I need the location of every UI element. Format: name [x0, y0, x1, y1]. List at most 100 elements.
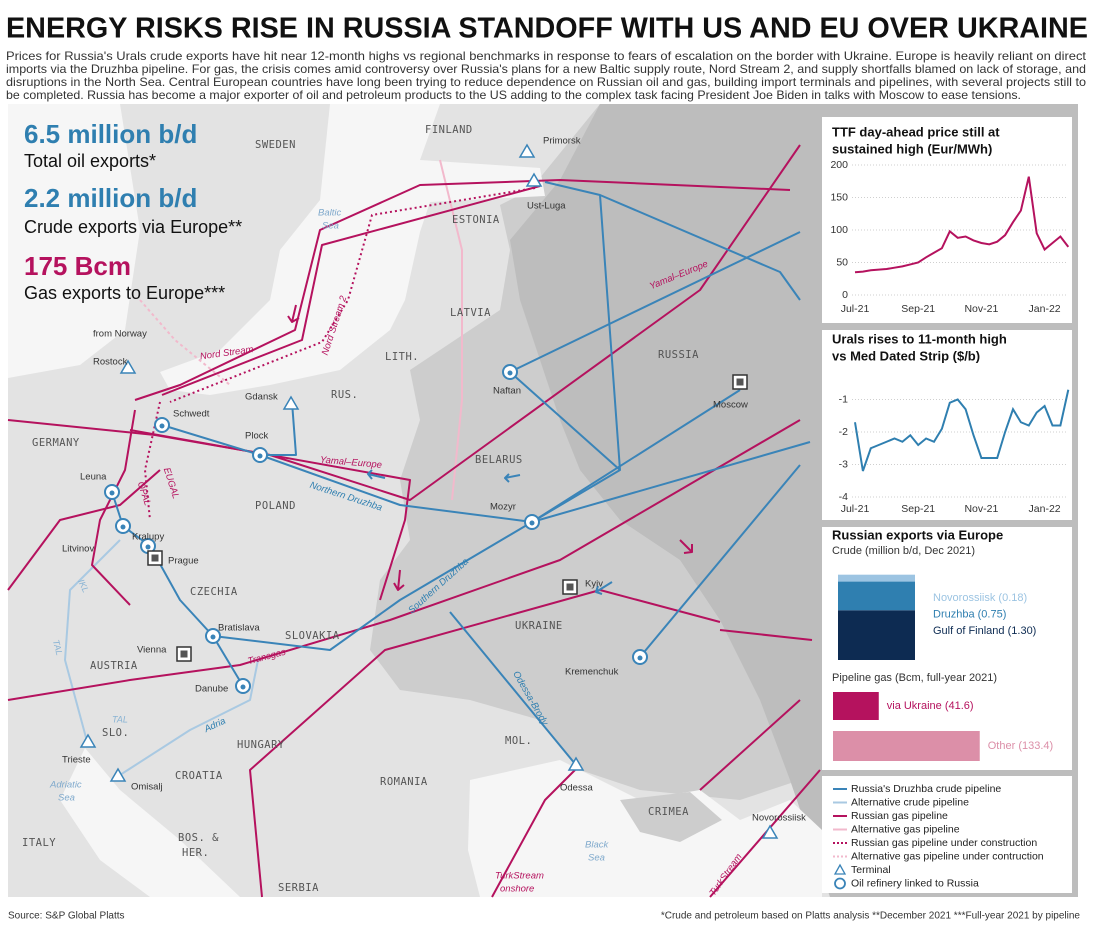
panel [822, 330, 1072, 520]
map-label: CZECHIA [190, 586, 238, 598]
legend-label: Oil refinery linked to Russia [851, 877, 979, 889]
terminal-icon [79, 733, 97, 748]
map-label: Yamal–Europe [320, 455, 383, 471]
series-name: Druzhba [933, 608, 975, 620]
map-label: Sea [58, 793, 75, 804]
map-label: RUSSIA [658, 349, 699, 361]
map-label: LATVIA [450, 307, 491, 319]
refinery-drop [257, 453, 263, 459]
land-crimea [620, 792, 722, 842]
flow-arrow [287, 304, 693, 591]
map-label: UKRAINE [515, 620, 563, 632]
bar-label: Other (133.4) [988, 740, 1053, 752]
map-label: Litvinov [62, 544, 94, 555]
map-label: Kremenchuk [565, 667, 619, 678]
legend-label: Russian gas pipeline [851, 810, 948, 822]
pipeline [439, 159, 463, 501]
notes: *Crude and petroleum based on Platts ana… [661, 911, 1081, 922]
subtitle-line: be completed. Russia has become a major … [6, 88, 1021, 102]
legend-label: Russian gas pipeline under construction [851, 837, 1037, 849]
pipeline [491, 629, 821, 898]
map-label: Naftan [493, 386, 521, 397]
map-label: AUSTRIA [90, 660, 138, 672]
bar-segment [838, 610, 915, 660]
map-icons [79, 143, 779, 839]
refinery-drop [159, 423, 165, 429]
pipeline [544, 181, 801, 301]
map-label: LITH. [385, 351, 419, 363]
sea [160, 104, 545, 395]
capital-dot [566, 583, 574, 591]
terminal-icon [119, 359, 137, 374]
pipeline [119, 659, 259, 776]
pipeline [7, 144, 801, 501]
x-tick-label: Sep-21 [901, 303, 935, 315]
map-label: Ust-Luga [527, 201, 566, 212]
map-label: Trieste [62, 755, 91, 766]
map-label: Plock [245, 431, 268, 442]
capital-dot [180, 650, 188, 658]
refinery-drop [145, 544, 151, 550]
y-tick-label: -3 [839, 458, 848, 470]
y-tick-label: 0 [842, 289, 848, 301]
x-tick-label: Nov-21 [964, 303, 998, 315]
map-label: ROMANIA [380, 776, 428, 788]
stat-value: 2.2 million b/d [24, 183, 197, 213]
legend: Russia's Druzhba crude pipelineAlternati… [833, 783, 1044, 890]
map-label: from Norway [93, 329, 147, 340]
terminal-icon [761, 824, 779, 839]
legend-label: Alternative gas pipeline [851, 823, 960, 835]
flow-arrow [367, 469, 613, 595]
y-tick-label: 100 [830, 224, 848, 236]
y-tick-label: -4 [839, 491, 848, 503]
map-label: GERMANY [32, 437, 80, 449]
chart-title: TTF day-ahead price still at [832, 124, 1000, 139]
legend-label: Russia's Druzhba crude pipeline [851, 783, 1001, 795]
stat-label: Crude exports via Europe** [24, 217, 242, 237]
x-tick-label: Jul-21 [841, 303, 870, 315]
pipeline [7, 469, 161, 591]
y-tick-label: 50 [836, 256, 848, 268]
subtitle-line: Prices for Russia's Urals crude exports … [6, 49, 1087, 63]
map-label: SLOVAKIA [285, 630, 340, 642]
map-label: ITALY [22, 837, 56, 849]
map-label: Odessa [560, 783, 593, 794]
map-label: Vienna [137, 645, 167, 656]
legend-label: Druzhba (0.75) [933, 608, 1006, 620]
terminal-icon [282, 395, 300, 410]
value-label: (0.75) [978, 608, 1007, 620]
map-label: Primorsk [543, 136, 581, 147]
map-label: Danube [195, 684, 228, 695]
subtitle-line: imports via the Druzhba pipeline. For ga… [6, 62, 1086, 76]
refinery-drop [109, 490, 115, 496]
map-label: MOL. [505, 735, 532, 747]
bar [833, 692, 879, 720]
value-label: (0.18) [998, 592, 1027, 604]
map-label: onshore [500, 884, 534, 895]
map-label: CROATIA [175, 770, 223, 782]
terminal-icon [109, 767, 127, 782]
capital-dot [151, 554, 159, 562]
refinery-drop [507, 370, 513, 376]
map-label: Omisalj [131, 782, 163, 793]
value-label: (41.6) [945, 700, 974, 712]
subtitle-line: disruptions in the North Sea. Central Eu… [6, 75, 1086, 89]
legend-label: Alternative crude pipeline [851, 796, 969, 808]
map-label: CRIMEA [648, 806, 689, 818]
map-label: Rostock [93, 357, 128, 368]
pipeline [212, 389, 801, 766]
stat-label: Gas exports to Europe*** [24, 283, 225, 303]
pipeline [91, 409, 136, 606]
map-label: TAL [112, 714, 128, 724]
map-label: ESTONIA [452, 214, 500, 226]
refinery-drop [210, 634, 216, 640]
map-label: Sea [588, 853, 605, 864]
chart-subtitle: Crude (million b/d, Dec 2021) [832, 545, 975, 557]
map-label: HUNGARY [237, 739, 285, 751]
pipeline [134, 179, 791, 401]
category-name: Other [988, 740, 1016, 752]
map-label: Kralupy [132, 532, 164, 543]
series-name: Gulf of Finland [933, 625, 1005, 637]
map-label: SWEDEN [255, 139, 296, 151]
